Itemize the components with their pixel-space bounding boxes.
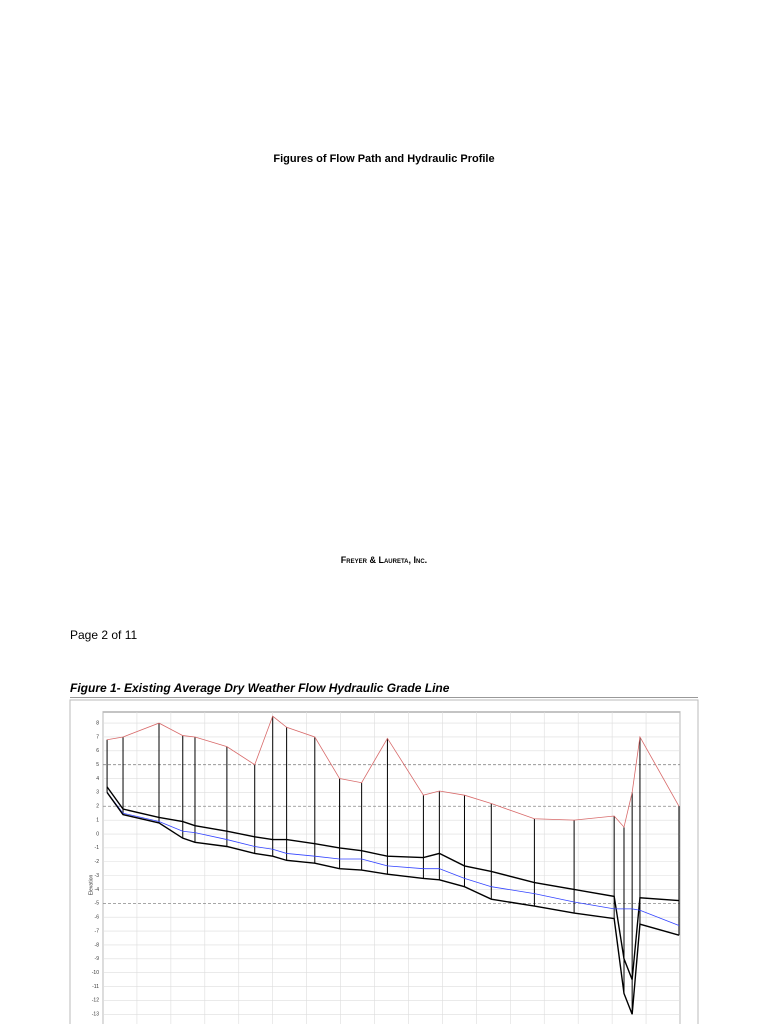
y-tick-label: 0 [96,831,99,837]
y-tick-label: -12 [92,998,99,1004]
y-tick-label: -5 [95,901,100,907]
page-title: Figures of Flow Path and Hydraulic Profi… [273,153,495,165]
y-tick-label: 2 [96,804,99,810]
series-line [106,792,680,1015]
y-tick-label: -9 [95,956,100,962]
plot-area [102,711,681,1024]
y-tick-label: 4 [96,776,99,782]
y-tick-label: 8 [96,720,99,726]
series-line [106,786,680,980]
y-tick-label: 3 [96,790,99,796]
y-tick-label: -3 [95,873,100,879]
page-label: Page 2 of 11 [70,628,138,642]
figure-caption: Figure 1- Existing Average Dry Weather F… [70,681,450,695]
y-tick-label: -1 [95,845,100,851]
y-tick-label: -6 [95,915,100,921]
series-line [106,792,680,926]
y-tick-label: -4 [95,887,100,893]
y-tick-label: -11 [92,984,99,990]
series-line [107,715,680,828]
y-tick-label: -10 [92,970,99,976]
y-tick-label: 7 [96,734,99,740]
y-tick-label: -2 [95,859,100,865]
y-axis-label: Elevation [88,875,94,896]
caption-rule [70,697,698,698]
y-tick-label: -7 [95,928,100,934]
y-tick-label: -8 [95,942,100,948]
y-tick-label: 6 [96,748,99,754]
y-tick-label: 5 [96,762,99,768]
y-tick-label: -13 [92,1012,99,1018]
company-name: Freyer & Laureta, Inc. [340,555,428,565]
y-tick-label: 1 [96,817,99,823]
